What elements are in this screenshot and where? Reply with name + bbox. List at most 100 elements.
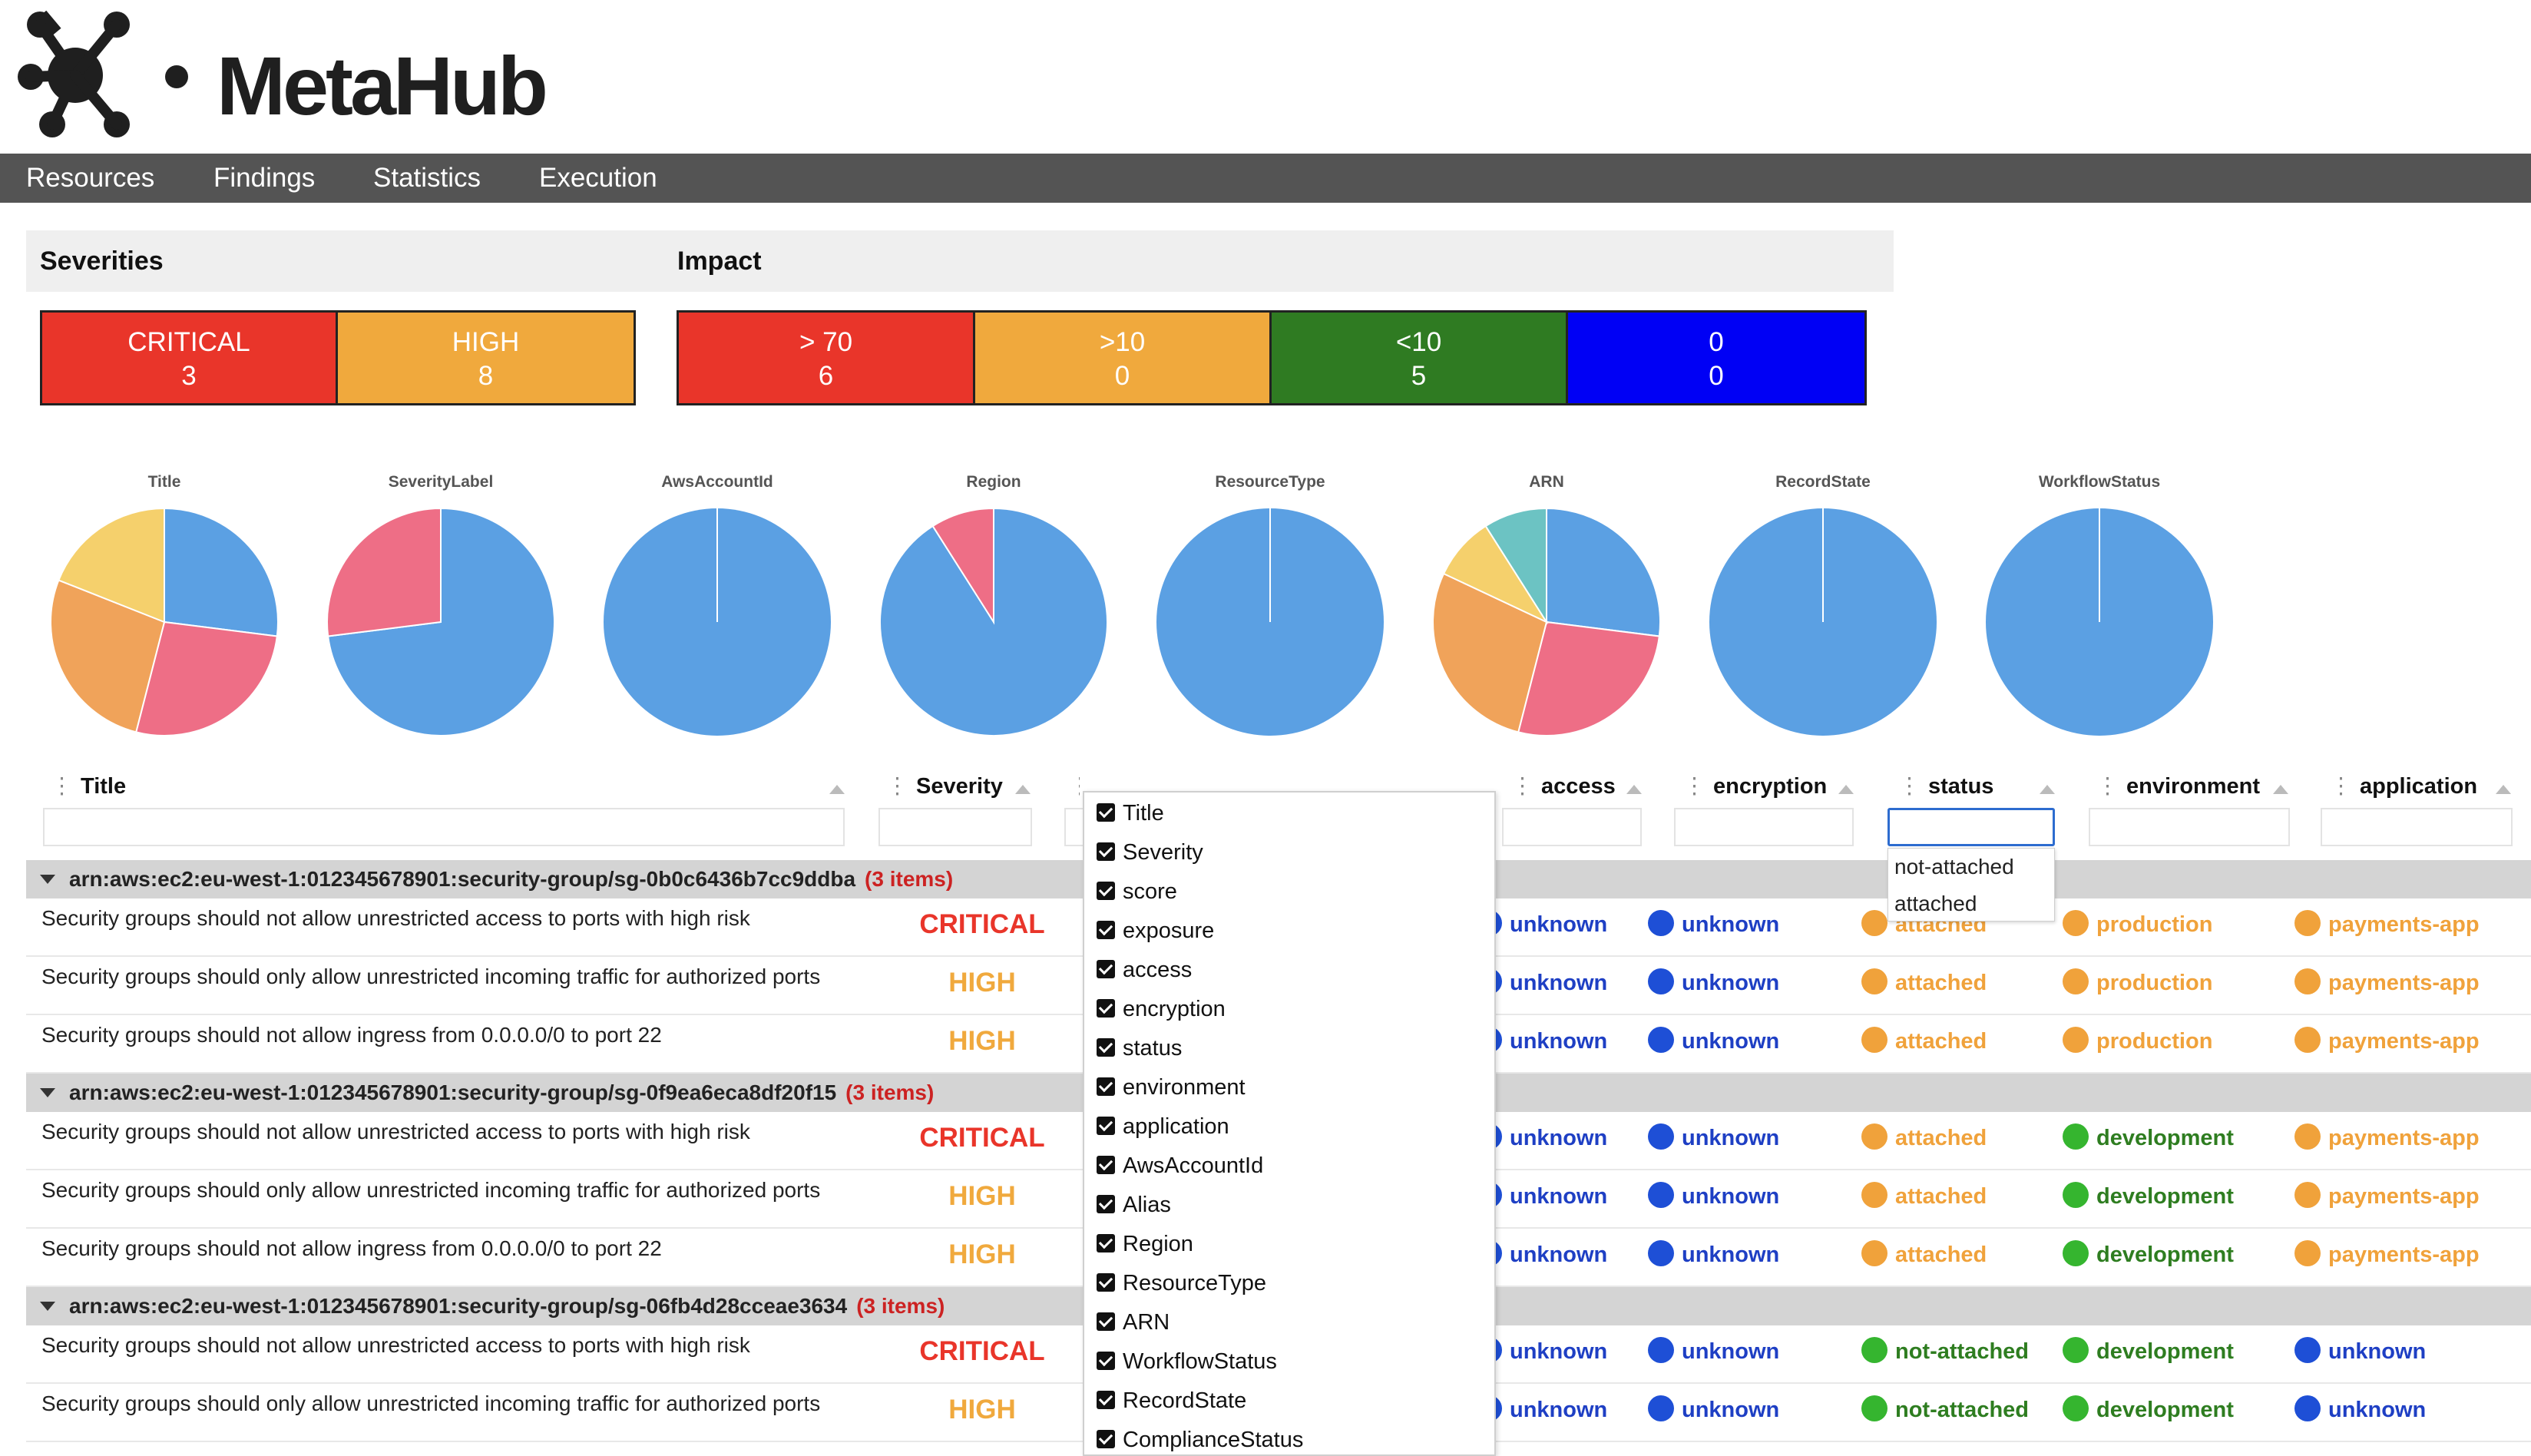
impact-box-zero[interactable]: 0 0 [1566,310,1867,405]
cell-encryption: unknown [1648,1027,1779,1054]
checkbox-checked-icon[interactable] [1097,842,1115,862]
column-toggle-item[interactable]: exposure [1097,918,1214,944]
pie-slice[interactable] [1442,524,1549,624]
sort-environment-icon[interactable] [2273,785,2288,794]
finding-title: Security groups should not allow unrestr… [41,906,750,930]
status-option-attached[interactable]: attached [1894,892,1977,915]
column-toggle-item[interactable]: encryption [1097,996,1226,1022]
pie-slice[interactable] [1484,507,1547,625]
col-header-status[interactable]: ⋮ status [1898,774,1994,799]
sort-access-icon[interactable] [1626,785,1642,794]
sort-severity-icon[interactable] [1015,785,1031,794]
table-row[interactable]: Security groups should not allow ingress… [26,1229,2531,1287]
filter-status-input[interactable] [1887,808,2055,846]
collapse-arrow-icon[interactable] [40,1088,55,1097]
checkbox-checked-icon[interactable] [1097,1273,1115,1292]
filter-encryption-input[interactable] [1674,808,1854,846]
impact-box-label: 0 [1709,327,1724,357]
checkbox-checked-icon[interactable] [1097,1117,1115,1136]
status-filter-options: not-attached attached [1887,848,2055,922]
col-header-label: environment [2126,774,2261,799]
pie-slice[interactable] [326,507,442,637]
cell-value: unknown [1510,1339,1608,1364]
checkbox-checked-icon[interactable] [1097,882,1115,901]
status-dot-icon [1648,1123,1674,1150]
pie-slice[interactable] [50,579,166,733]
impact-box-gt70[interactable]: > 70 6 [677,310,975,405]
column-toggle-item[interactable]: AwsAccountId [1097,1153,1263,1179]
column-toggle-item[interactable]: environment [1097,1074,1246,1100]
checkbox-checked-icon[interactable] [1097,1234,1115,1253]
checkbox-checked-icon[interactable] [1097,1038,1115,1057]
pie-slice[interactable] [164,507,279,637]
status-dot-icon [1648,910,1674,937]
column-toggle-item[interactable]: access [1097,957,1192,983]
impact-box-count: 0 [1709,361,1724,391]
column-toggle-item[interactable]: Severity [1097,839,1203,865]
pie-slice[interactable] [931,507,994,625]
column-toggle-item[interactable]: Region [1097,1231,1193,1257]
collapse-arrow-icon[interactable] [40,1302,55,1311]
col-header-environment[interactable]: ⋮ environment [2096,774,2261,799]
column-toggle-item[interactable]: WorkflowStatus [1097,1348,1277,1375]
col-header-application[interactable]: ⋮ application [2330,774,2478,799]
sort-status-icon[interactable] [2040,785,2055,794]
filter-severity-input[interactable] [878,808,1032,846]
column-toggle-item[interactable]: Alias [1097,1192,1171,1218]
checkbox-checked-icon[interactable] [1097,1156,1115,1175]
checkbox-checked-icon[interactable] [1097,921,1115,940]
col-header-severity[interactable]: ⋮ Severity [886,774,1003,799]
sort-title-icon[interactable] [829,785,845,794]
column-toggle-item[interactable]: RecordState [1097,1388,1246,1414]
checkbox-checked-icon[interactable] [1097,1077,1115,1097]
sort-encryption-icon[interactable] [1838,785,1854,794]
impact-box-lt10[interactable]: <10 5 [1269,310,1568,405]
status-dot-icon [2294,1182,2321,1209]
col-header-title[interactable]: ⋮ Title [51,774,127,799]
filter-title-input[interactable] [43,808,845,846]
pie-slice[interactable] [1517,620,1660,736]
col-header-score-dots[interactable]: ⋮ [1069,773,1080,799]
column-toggle-label: AwsAccountId [1123,1153,1264,1178]
column-toggle-item[interactable]: ARN [1097,1309,1170,1335]
sort-application-icon[interactable] [2496,785,2511,794]
col-header-encryption[interactable]: ⋮ encryption [1683,774,1828,799]
checkbox-checked-icon[interactable] [1097,1352,1115,1371]
nav-execution[interactable]: Execution [539,163,657,193]
column-toggle-item[interactable]: application [1097,1114,1229,1140]
checkbox-checked-icon[interactable] [1097,1391,1115,1410]
pie-slice[interactable] [58,507,165,624]
pie-slice[interactable] [1546,507,1661,637]
column-toggle-label: score [1123,879,1177,904]
status-dot-icon [2063,1123,2089,1150]
column-toggle-item[interactable]: ComplianceStatus [1097,1427,1303,1453]
table-row[interactable]: Security groups should not allow unrestr… [26,898,2531,957]
severity-box-high[interactable]: HIGH 8 [336,310,636,405]
column-toggle-item[interactable]: ResourceType [1097,1270,1266,1296]
column-toggle-item[interactable]: score [1097,879,1177,905]
checkbox-checked-icon[interactable] [1097,999,1115,1018]
table-row[interactable]: Security groups should only allow unrest… [26,1384,2531,1442]
checkbox-checked-icon[interactable] [1097,1430,1115,1449]
status-option-not-attached[interactable]: not-attached [1894,855,2014,879]
filter-access-input[interactable] [1502,808,1642,846]
pie-slice[interactable] [1432,572,1548,733]
checkbox-checked-icon[interactable] [1097,1195,1115,1214]
column-toggle-item[interactable]: Title [1097,800,1164,826]
metahub-logo-icon [18,10,188,137]
checkbox-checked-icon[interactable] [1097,1312,1115,1332]
column-toggle-item[interactable]: status [1097,1035,1182,1061]
col-header-access[interactable]: ⋮ access [1511,774,1616,799]
checkbox-checked-icon[interactable] [1097,960,1115,979]
nav-resources[interactable]: Resources [26,163,155,193]
collapse-arrow-icon[interactable] [40,875,55,884]
checkbox-checked-icon[interactable] [1097,803,1115,822]
filter-environment-input[interactable] [2089,808,2290,846]
nav-statistics[interactable]: Statistics [373,163,481,193]
impact-box-gt10[interactable]: >10 0 [973,310,1272,405]
severity-box-critical[interactable]: CRITICAL 3 [40,310,338,405]
table-row[interactable]: Security groups should only allow unrest… [26,957,2531,1015]
filter-application-input[interactable] [2321,808,2513,846]
nav-findings[interactable]: Findings [213,163,316,193]
pie-slice[interactable] [134,620,278,736]
